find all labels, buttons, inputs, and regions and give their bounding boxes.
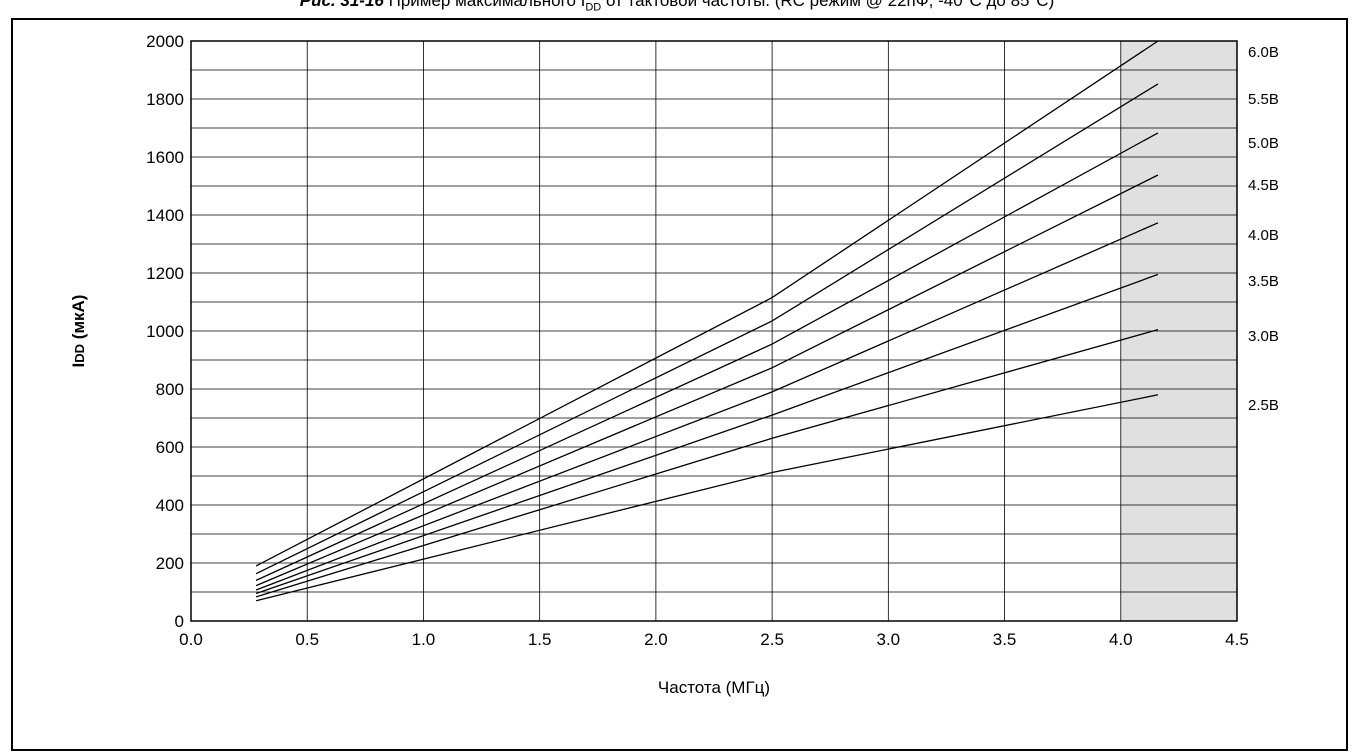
x-tick-label: 3.0 bbox=[877, 630, 901, 649]
series-label: 5.5В bbox=[1248, 91, 1279, 108]
plot-border bbox=[190, 40, 1238, 622]
series-label: 6.0В bbox=[1248, 44, 1279, 61]
x-axis-label: Частота (МГц) bbox=[658, 678, 770, 697]
series-label: 3.0В bbox=[1248, 328, 1279, 345]
y-tick-label: 1600 bbox=[146, 148, 184, 167]
figure-number: Рис. 31-16 bbox=[299, 0, 384, 10]
y-axis-label: IDD (мкА) bbox=[69, 295, 88, 368]
figure-frame bbox=[11, 18, 1348, 751]
series-label: 4.0В bbox=[1248, 227, 1279, 244]
y-tick-label: 1000 bbox=[146, 322, 184, 341]
series-label: 4.5В bbox=[1248, 177, 1279, 194]
title-rest: от тактовой частоты. (RC режим @ 22пФ, -… bbox=[601, 0, 1055, 10]
x-tick-labels: 0.0 0.5 1.0 1.5 2.0 2.5 3.0 3.5 4.0 4.5 bbox=[179, 630, 1249, 649]
series-line bbox=[255, 40, 1159, 567]
y-tick-label: 600 bbox=[156, 438, 184, 457]
y-tick-label: 1200 bbox=[146, 264, 184, 283]
y-tick-label: 1400 bbox=[146, 206, 184, 225]
y-tick-label: 0 bbox=[175, 612, 184, 631]
series-lines-layer bbox=[255, 40, 1159, 602]
x-tick-label: 4.0 bbox=[1109, 630, 1133, 649]
y-tick-label: 1800 bbox=[146, 90, 184, 109]
x-tick-label: 0.5 bbox=[295, 630, 319, 649]
x-tick-label: 2.5 bbox=[760, 630, 784, 649]
series-line bbox=[255, 222, 1159, 591]
y-tick-label: 200 bbox=[156, 554, 184, 573]
series-line bbox=[255, 328, 1159, 598]
title-subscript: DD bbox=[585, 1, 602, 14]
series-labels: 6.0В 5.5В 5.0В 4.5В 4.0В 3.5В 3.0В 2.5В bbox=[1248, 44, 1279, 414]
x-tick-label: 2.0 bbox=[644, 630, 668, 649]
y-tick-labels: 0 200 400 600 800 1000 1200 1400 1600 1800 2000 bbox=[146, 32, 184, 631]
series-line bbox=[255, 394, 1159, 602]
title-text: Пример максимального I bbox=[388, 0, 586, 10]
x-tick-label: 1.5 bbox=[528, 630, 552, 649]
y-axis-label-group: IDD (мкА) bbox=[69, 295, 88, 368]
series-line bbox=[255, 83, 1159, 575]
series-label: 3.5В bbox=[1248, 273, 1279, 290]
series-label: 2.5В bbox=[1248, 397, 1279, 414]
series-line bbox=[255, 273, 1159, 595]
series-label: 5.0В bbox=[1248, 135, 1279, 152]
series-line bbox=[255, 174, 1159, 587]
x-tick-label: 4.5 bbox=[1225, 630, 1249, 649]
y-tick-label: 800 bbox=[156, 380, 184, 399]
x-tick-label: 3.5 bbox=[993, 630, 1017, 649]
x-tick-label: 1.0 bbox=[412, 630, 436, 649]
grid-layer bbox=[190, 40, 1238, 622]
series-line bbox=[255, 132, 1159, 581]
chart-title: Рис. 31-16 Пример максимального IDD от т… bbox=[0, 0, 1354, 13]
x-tick-label: 0.0 bbox=[179, 630, 203, 649]
y-tick-label: 400 bbox=[156, 496, 184, 515]
y-tick-label: 2000 bbox=[146, 32, 184, 51]
